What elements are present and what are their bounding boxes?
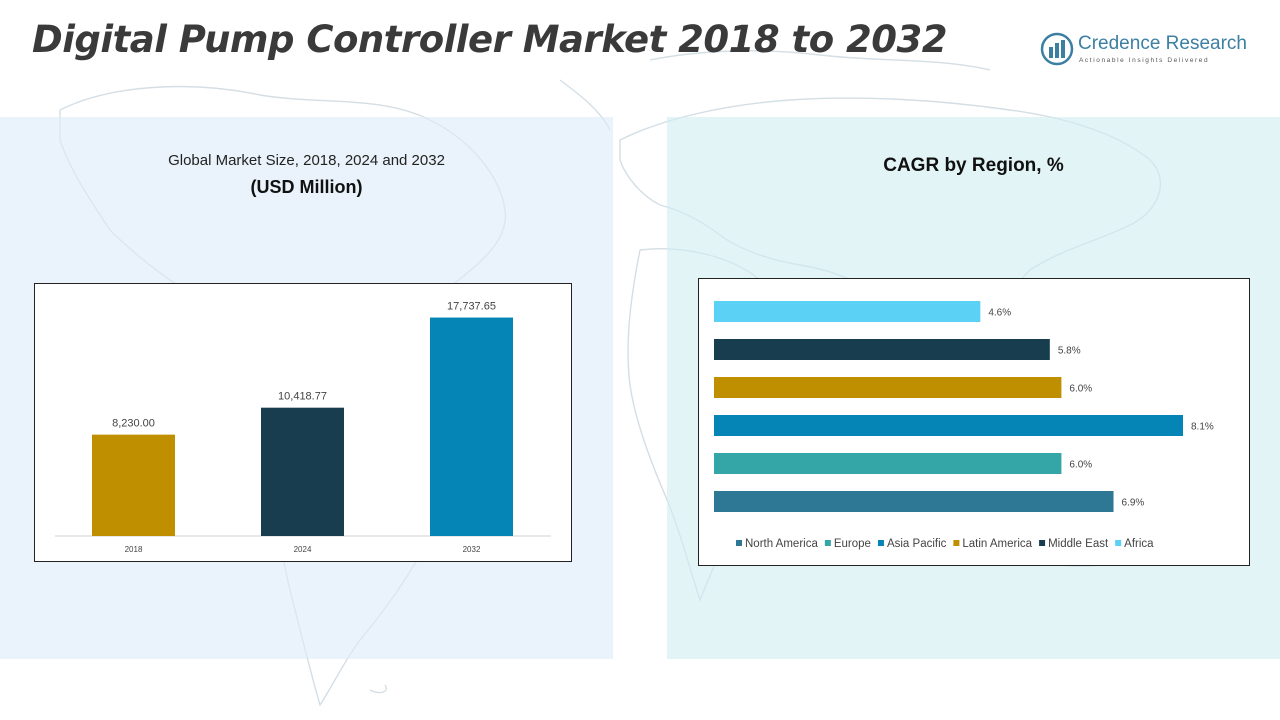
- bar-2018: [92, 434, 175, 536]
- x-tick-label-2018: 2018: [125, 545, 143, 554]
- market-size-chart: 8,230.00 2018 10,418.77 2024 17,737.65 2032: [34, 283, 572, 562]
- data-label-middle-east: 5.8%: [1058, 346, 1081, 357]
- legend-label-asia-pacific: Asia Pacific: [887, 538, 947, 550]
- bar-asia-pacific: [714, 415, 1183, 436]
- cagr-title: CAGR by Region, %: [883, 155, 1064, 176]
- x-tick-label-2024: 2024: [294, 545, 312, 554]
- legend-swatch-europe: [824, 540, 831, 546]
- bar-europe: [714, 453, 1062, 474]
- cagr-chart-svg: 6.9% 6.0% 8.1% 6.0% 5.8% 4.6% North America Eur…: [714, 301, 1214, 550]
- legend-swatch-asia-pacific: [877, 540, 884, 546]
- data-label-africa: 4.6%: [988, 308, 1011, 319]
- bar-latin-america: [714, 377, 1062, 398]
- data-label-north-america: 6.9%: [1122, 498, 1145, 509]
- data-label-2032: 17,737.65: [447, 301, 496, 313]
- page-title: Digital Pump Controller Market 2018 to 2…: [32, 18, 948, 61]
- market-size-title: Global Market Size, 2018, 2024 and 2032: [168, 152, 445, 169]
- market-size-unit: (USD Million): [250, 177, 363, 197]
- legend-swatch-africa: [1115, 540, 1122, 546]
- x-tick-label-2032: 2032: [463, 545, 481, 554]
- legend-swatch-north-america: [736, 540, 742, 546]
- bar-north-america: [714, 491, 1114, 512]
- credence-research-logo: Credence Research Actionable Insights De…: [1040, 30, 1255, 70]
- legend-swatch-latin-america: [953, 540, 960, 546]
- logo-bars-icon: [1040, 32, 1074, 66]
- data-label-europe: 6.0%: [1069, 460, 1092, 471]
- data-label-latin-america: 6.0%: [1069, 384, 1092, 395]
- legend-swatch-middle-east: [1039, 540, 1046, 546]
- logo-tagline: Actionable Insights Delivered: [1079, 57, 1210, 64]
- bar-2024: [261, 407, 344, 536]
- data-label-2018: 8,230.00: [112, 418, 155, 430]
- bar-2032: [430, 317, 513, 536]
- legend-label-europe: Europe: [834, 538, 871, 550]
- market-size-chart-svg: 8,230.00 2018 10,418.77 2024 17,737.65 2032: [55, 301, 551, 554]
- legend-label-middle-east: Middle East: [1048, 538, 1109, 550]
- bar-africa: [714, 301, 981, 322]
- cagr-chart: 6.9% 6.0% 8.1% 6.0% 5.8% 4.6% North America Eur…: [698, 278, 1250, 566]
- legend-label-north-america: North America: [745, 538, 818, 550]
- legend-label-africa: Africa: [1124, 538, 1154, 550]
- logo-name: Credence Research: [1078, 33, 1247, 54]
- data-label-asia-pacific: 8.1%: [1191, 422, 1214, 433]
- data-label-2024: 10,418.77: [278, 391, 327, 403]
- legend-label-latin-america: Latin America: [962, 538, 1032, 550]
- bar-middle-east: [714, 339, 1050, 360]
